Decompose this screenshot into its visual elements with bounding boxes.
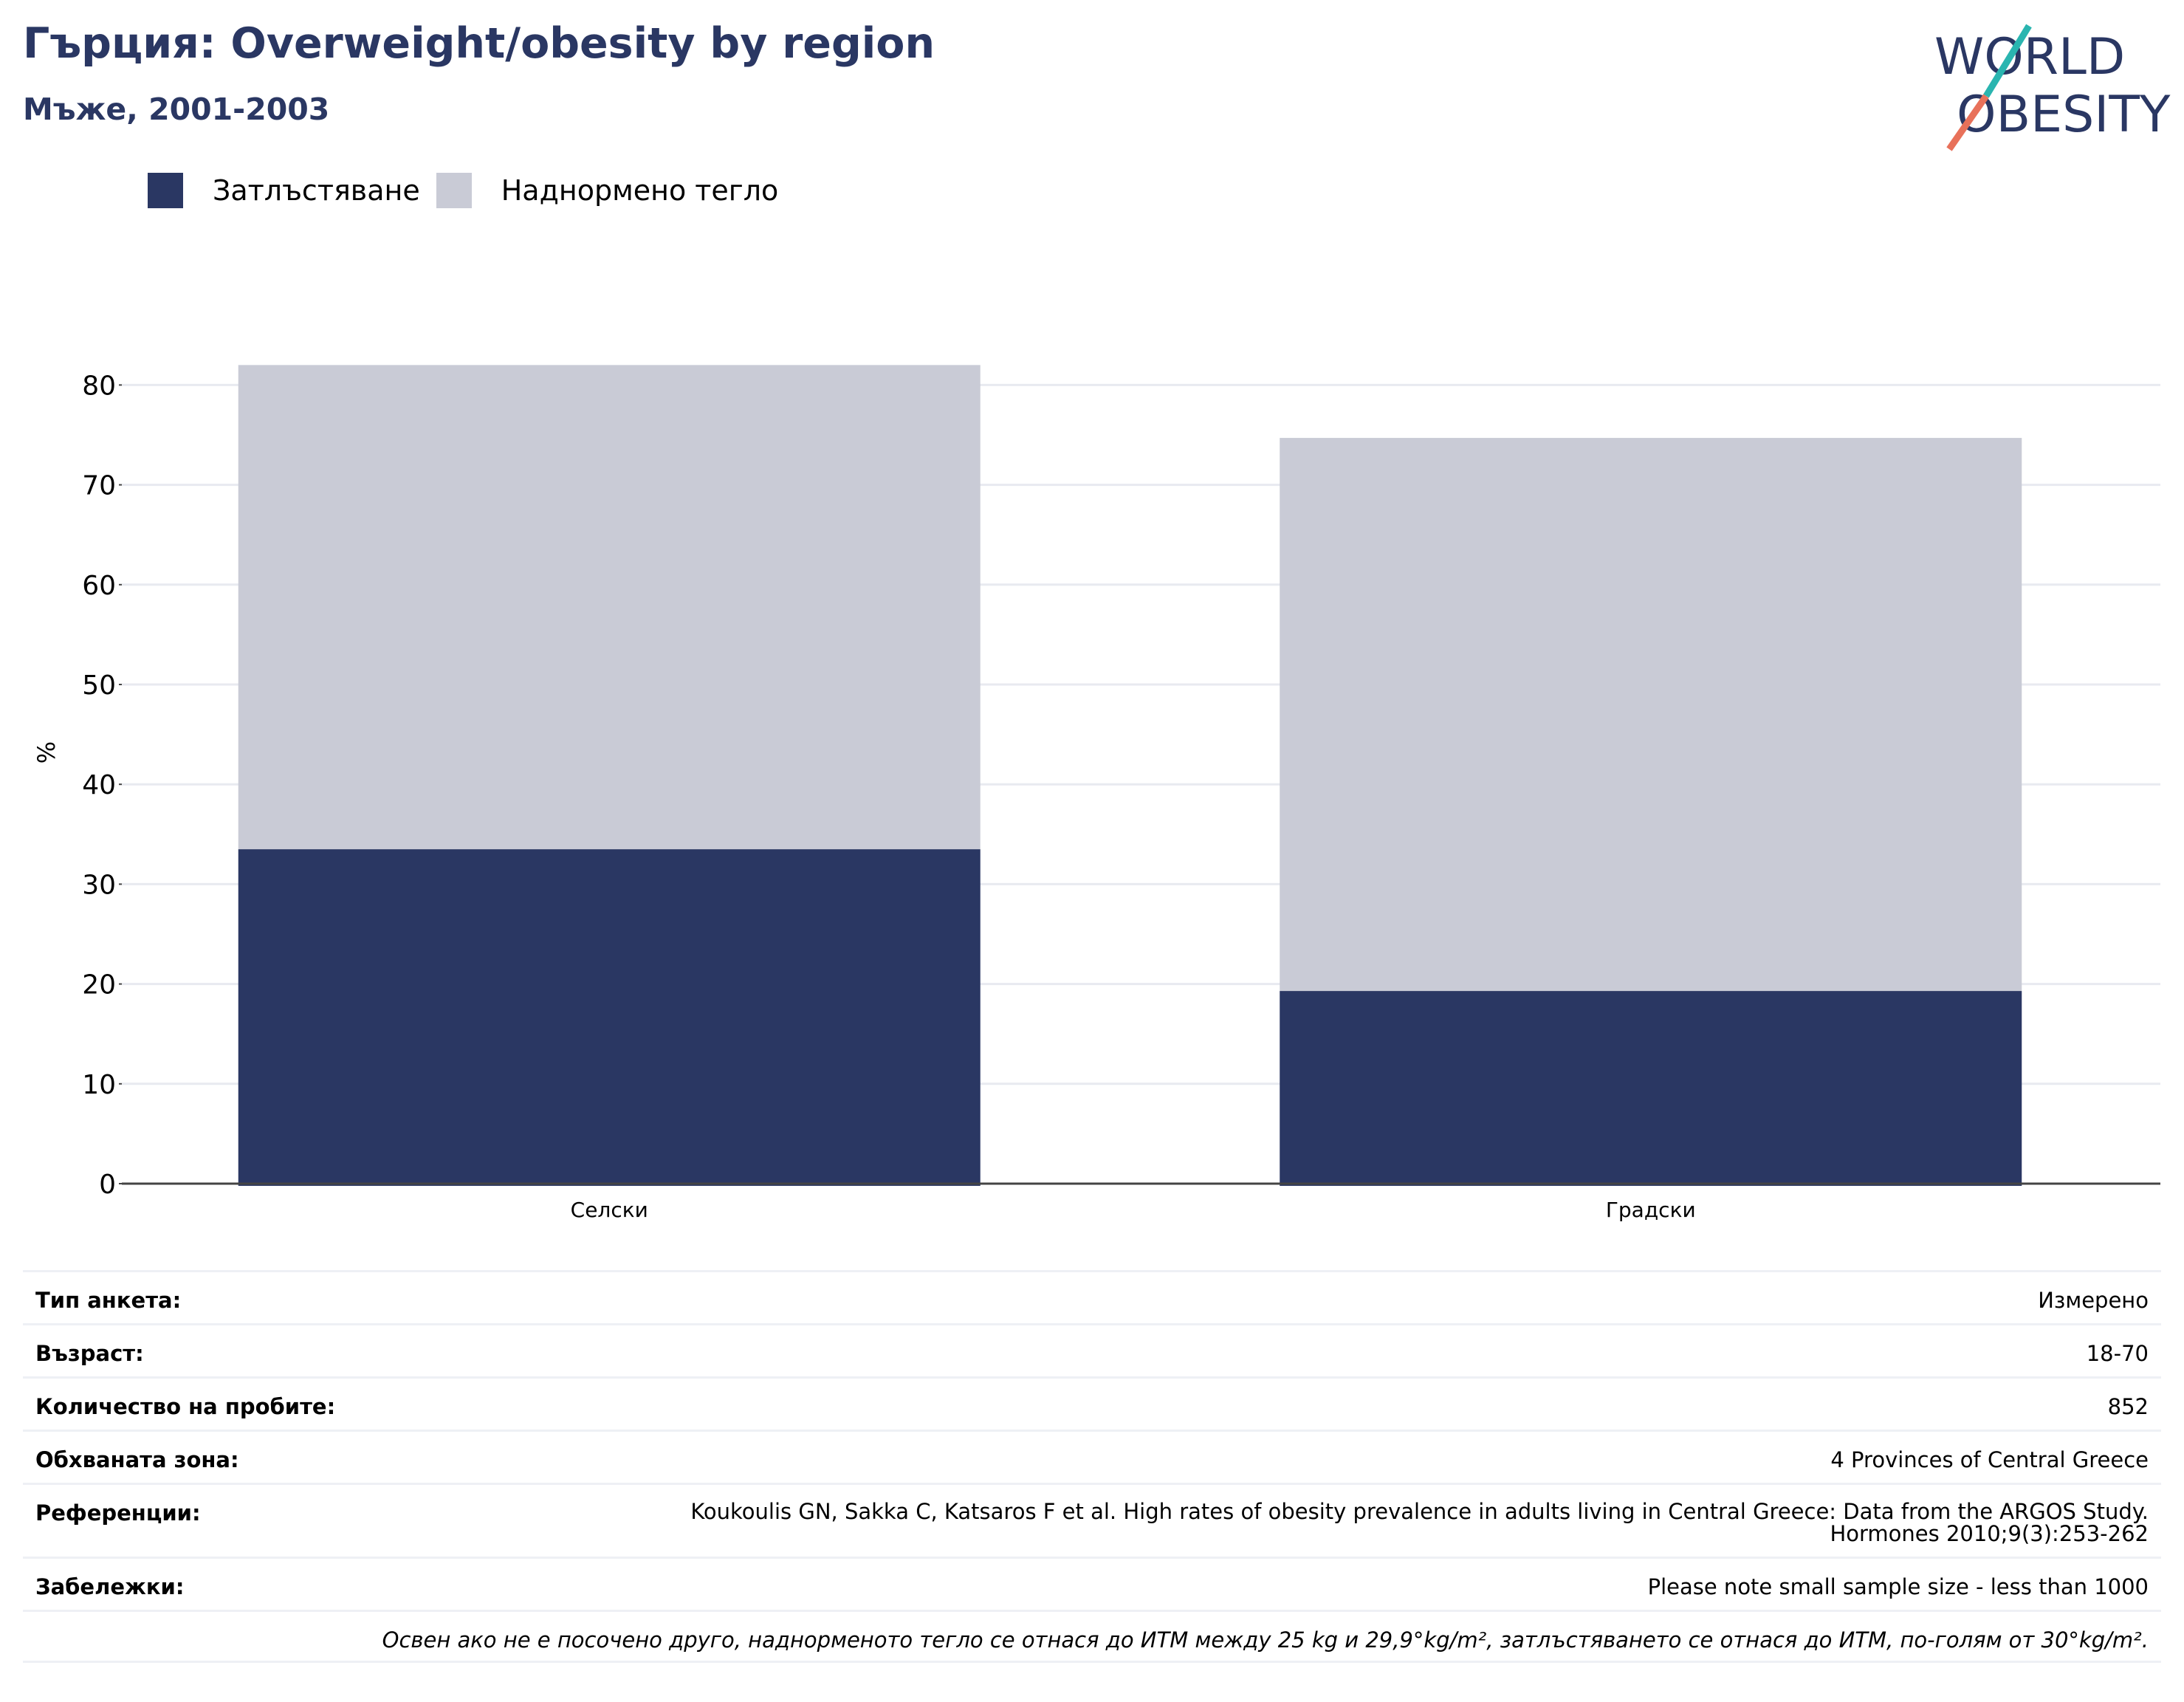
world-obesity-logo: WORLD OBESITY — [1934, 24, 2171, 151]
definition-footnote: Освен ако не е посочено друго, наднормен… — [382, 1627, 2149, 1653]
info-row-survey-type: Тип анкета: Измерено — [23, 1270, 2161, 1323]
y-tick-label: 20 — [82, 970, 116, 1001]
reference-line-1: Koukoulis GN, Sakka C, Katsaros F et al.… — [690, 1499, 2149, 1524]
info-row-age: Възраст: 18-70 — [23, 1323, 2161, 1376]
logo-line2: OBESITY — [1957, 86, 2171, 144]
x-tick-label: Градски — [1606, 1198, 1696, 1222]
info-row-area: Обхваната зона: 4 Provinces of Central G… — [23, 1430, 2161, 1483]
legend-item-obesity: Затлъстяване — [148, 173, 420, 208]
info-row-notes: Забележки: Please note small sample size… — [23, 1557, 2161, 1610]
reference-line-2: Hormones 2010;9(3):253-262 — [1830, 1521, 2149, 1546]
bar-obesity-0 — [238, 849, 981, 1186]
chart-legend: Затлъстяване Наднормено тегло — [148, 170, 794, 211]
logo-line1: WORLD — [1934, 28, 2125, 86]
bar-overweight-1 — [1280, 438, 2022, 992]
survey-info-table: Тип анкета: Измерено Възраст: 18-70 Коли… — [23, 1270, 2161, 1663]
legend-label-obesity: Затлъстяване — [213, 174, 420, 207]
info-value: 18-70 — [2086, 1341, 2149, 1366]
info-label: Референции: — [35, 1500, 201, 1526]
x-tick-label: Селски — [571, 1198, 648, 1222]
legend-item-overweight: Наднормено тегло — [436, 173, 779, 208]
info-row-footnote: Освен ако не е посочено друго, наднормен… — [23, 1610, 2161, 1663]
logo-slash-teal — [1983, 24, 2032, 98]
info-row-references: Референции: Koukoulis GN, Sakka C, Katsa… — [23, 1483, 2161, 1557]
info-label: Забележки: — [35, 1574, 185, 1599]
bar-obesity-1 — [1280, 991, 2022, 1186]
y-tick-label: 70 — [82, 471, 116, 501]
info-label: Количество на пробите: — [35, 1394, 336, 1419]
info-label: Обхваната зона: — [35, 1447, 239, 1472]
info-label: Възраст: — [35, 1341, 144, 1366]
info-value: Please note small sample size - less tha… — [1647, 1574, 2149, 1599]
info-label: Тип анкета: — [35, 1288, 182, 1313]
info-value: 4 Provinces of Central Greece — [1830, 1447, 2149, 1472]
y-axis-label-wrap: % — [28, 738, 65, 783]
y-tick-label: 50 — [82, 670, 116, 701]
legend-label-overweight: Наднормено тегло — [501, 174, 779, 207]
y-tick-label: 40 — [82, 770, 116, 800]
chart-title: Гърция: Overweight/obesity by region — [23, 19, 935, 68]
y-tick-label: 80 — [82, 371, 116, 401]
info-value: Измерено — [2038, 1288, 2149, 1313]
info-row-sample-size: Количество на пробите: 852 — [23, 1376, 2161, 1430]
y-tick-label: 60 — [82, 571, 116, 601]
info-value-references: Koukoulis GN, Sakka C, Katsaros F et al.… — [690, 1485, 2149, 1545]
bar-overweight-0 — [238, 365, 981, 850]
y-tick-label: 0 — [99, 1170, 116, 1200]
legend-swatch-obesity — [148, 173, 183, 208]
chart-subtitle: Мъже, 2001-2003 — [23, 92, 330, 127]
info-value: 852 — [2107, 1394, 2149, 1419]
logo-slash-coral — [1946, 94, 1989, 151]
y-tick-label: 10 — [82, 1070, 116, 1100]
y-tick-label: 30 — [82, 870, 116, 900]
y-axis-label: % — [32, 741, 61, 764]
stacked-bar-chart: 0 10 20 30 40 50 60 70 80 Селски Градски — [82, 365, 2160, 1222]
legend-swatch-overweight — [436, 173, 472, 208]
